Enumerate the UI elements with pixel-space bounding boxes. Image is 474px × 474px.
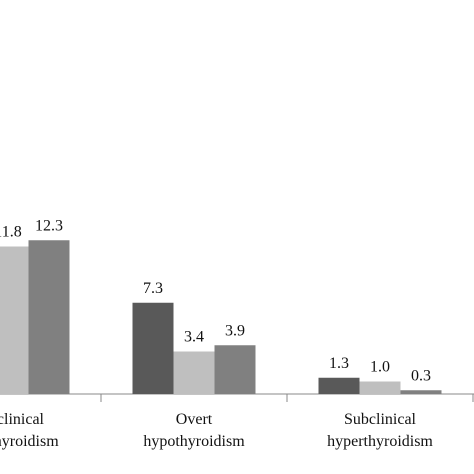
bar [359, 381, 401, 394]
x-tick-label: hyperthyroidism [327, 433, 433, 450]
bar [173, 351, 215, 394]
data-label: 1.0 [370, 359, 390, 376]
data-label: 12.3 [35, 217, 63, 234]
x-tick-label: hypothyroidism [143, 433, 245, 450]
bar [400, 390, 442, 394]
data-label: 1.3 [329, 355, 349, 372]
data-label: 0.3 [411, 367, 431, 384]
bar [132, 302, 174, 394]
x-tick-label: Overt [176, 411, 213, 428]
data-label: 3.4 [184, 329, 204, 346]
bar [0, 246, 29, 394]
bar [318, 377, 360, 394]
bar [28, 240, 70, 394]
x-tick-label: Subclinical [0, 411, 45, 428]
x-tick-label: hypothyroidism [0, 433, 59, 450]
x-tick-label: Subclinical [344, 411, 417, 428]
data-label: 11.8 [0, 224, 22, 241]
bar [214, 345, 256, 394]
data-label: 3.9 [225, 322, 245, 339]
data-label: 7.3 [143, 280, 163, 297]
